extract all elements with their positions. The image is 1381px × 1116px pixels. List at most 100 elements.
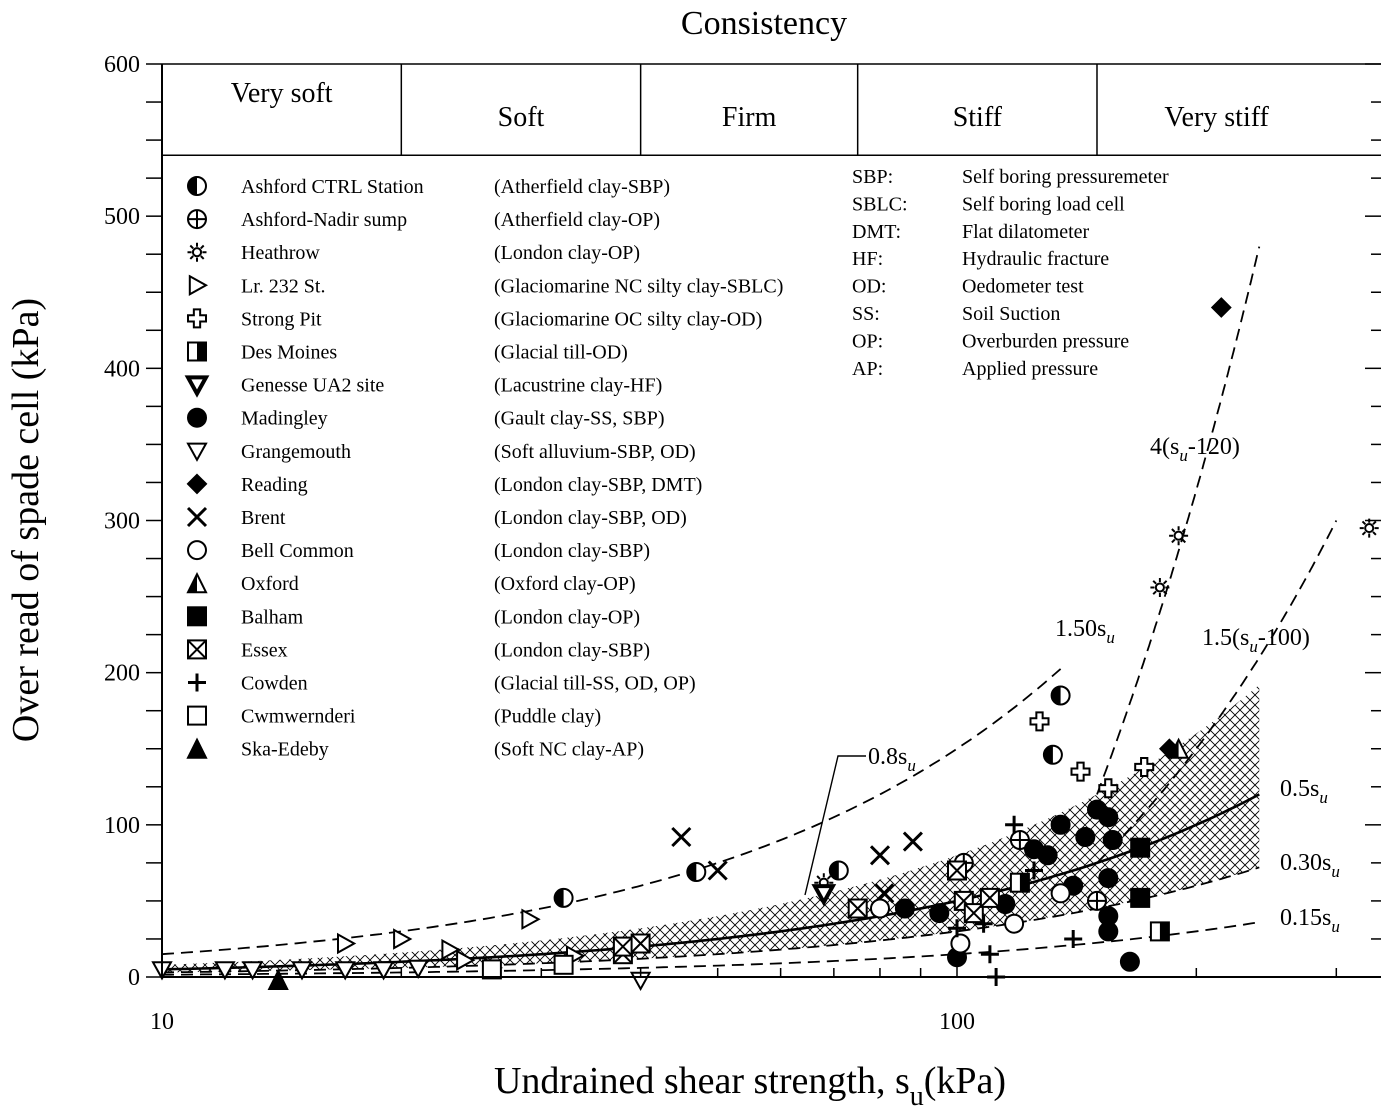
marker-part — [186, 506, 208, 528]
marker-open-square — [187, 705, 207, 726]
point-tri-down — [407, 959, 429, 979]
point-circle-plus — [1009, 830, 1030, 850]
y-tick-label: 400 — [104, 356, 140, 382]
point-tri-right — [521, 908, 541, 930]
legend-site: Balham — [241, 606, 304, 628]
legend-site: Essex — [241, 639, 288, 661]
curve-label-c015-main: 0.15s — [1280, 905, 1331, 931]
chart-title: Consistency — [681, 5, 847, 42]
legend-site: Ska-Edeby — [241, 739, 329, 761]
curve-label-c08-sub: u — [907, 756, 916, 775]
point-open-square — [553, 954, 574, 975]
zone-label: Very soft — [231, 78, 333, 109]
marker-part — [186, 442, 208, 462]
legend-desc: (London clay-SBP, OD) — [494, 507, 687, 529]
marker-box-x — [187, 639, 207, 660]
curve-label-c15-sub: u — [1249, 637, 1258, 656]
marker-part — [191, 247, 203, 258]
curve-label-c08-main: 0.8s — [868, 744, 907, 770]
point-filled-triangle — [267, 968, 289, 990]
point-sun — [1150, 578, 1170, 597]
marker-part — [334, 961, 356, 981]
marker-part — [929, 903, 950, 924]
legend-desc: (Soft NC clay-AP) — [494, 739, 644, 761]
abbr-key: SS: — [852, 303, 880, 325]
zone-label: Soft — [498, 102, 545, 133]
marker-part — [188, 210, 206, 229]
marker-part — [521, 908, 541, 930]
marker-part — [1029, 711, 1050, 732]
point-open-square — [481, 959, 502, 980]
y-tick-label: 500 — [104, 204, 140, 230]
marker-part — [950, 933, 971, 954]
point-box-x — [979, 887, 1000, 908]
marker-part — [1119, 951, 1140, 972]
marker-part — [980, 945, 999, 964]
marker-tri-right — [188, 274, 209, 296]
curve-labels: 1.50su4(su-120)1.5(su-100)0.5su0.30su0.1… — [804, 434, 1340, 936]
point-plus — [1005, 815, 1024, 834]
point-box-x — [630, 933, 651, 954]
point-plus — [948, 919, 966, 938]
curve-label-c015: 0.15su — [1280, 905, 1340, 936]
marker-part — [1043, 745, 1053, 764]
legend-site: Bell Common — [241, 540, 354, 562]
point-filled-circle — [1119, 951, 1140, 972]
marker-part — [869, 845, 891, 866]
marker-part — [1098, 921, 1119, 942]
curve-c4 — [1096, 246, 1261, 795]
point-box-x — [963, 903, 984, 924]
legend-site: Lr. 232 St. — [241, 275, 325, 297]
marker-part — [188, 177, 197, 195]
marker-part — [1098, 868, 1119, 889]
point-half-triangle — [1167, 737, 1190, 759]
marker-part — [553, 954, 574, 975]
y-tick-label: 600 — [104, 52, 140, 78]
consistency-zones: Very soft Soft Firm Stiff Very stiff — [162, 63, 1381, 157]
marker-half-triangle — [186, 571, 208, 594]
point-filled-circle — [1098, 921, 1119, 942]
marker-part — [1005, 815, 1024, 834]
curve-label-c15: 1.5(su-100) — [1202, 625, 1310, 656]
data-points — [151, 297, 1379, 992]
point-box-x — [612, 936, 633, 957]
marker-part — [184, 375, 210, 398]
point-tri-down — [372, 961, 395, 981]
marker-part — [188, 274, 209, 296]
point-tri-down-bold — [811, 884, 837, 907]
marker-sun — [187, 242, 207, 262]
marker-part — [1102, 830, 1123, 850]
point-open-cross — [1029, 711, 1050, 732]
legend-desc: (Glacial till-OD) — [494, 342, 628, 364]
abbr-key: HF: — [852, 248, 883, 270]
point-open-cross — [1070, 761, 1091, 782]
point-tri-down — [241, 961, 264, 981]
abbr-meaning: Overburden pressure — [962, 330, 1129, 352]
marker-part — [187, 540, 207, 561]
point-tri-right — [456, 949, 476, 971]
marker-part — [188, 574, 197, 593]
marker-part — [1210, 297, 1232, 318]
point-x-cross — [707, 860, 728, 881]
point-plus — [974, 914, 993, 933]
curve-label-c15-post: -100) — [1258, 625, 1310, 651]
legend-site: Cowden — [241, 673, 308, 695]
point-box-x — [947, 860, 967, 881]
zone-label: Very stiff — [1164, 102, 1269, 133]
legend-site: Grangemouth — [241, 441, 351, 463]
abbr-key: SBP: — [852, 166, 893, 188]
x-axis-title-unit: (kPa) — [924, 1060, 1006, 1102]
point-filled-circle — [894, 898, 915, 919]
legend-desc: (London clay-SBP) — [494, 639, 650, 661]
legend-desc: (Glaciomarine OC silty clay-OD) — [494, 308, 762, 330]
curve-label-c015-sub: u — [1331, 917, 1340, 936]
point-tri-right — [393, 928, 413, 950]
curve-label-c030-main: 0.30s — [1280, 850, 1331, 876]
zone-label: Firm — [722, 102, 777, 133]
x-axis-title-sub: u — [910, 1081, 924, 1112]
marker-part — [671, 826, 692, 848]
zone-label: Stiff — [953, 102, 1003, 133]
marker-part — [481, 959, 502, 980]
abbreviations: SBP: Self boring pressuremeter SBLC: Self b… — [852, 166, 1169, 380]
marker-part — [1064, 930, 1083, 948]
